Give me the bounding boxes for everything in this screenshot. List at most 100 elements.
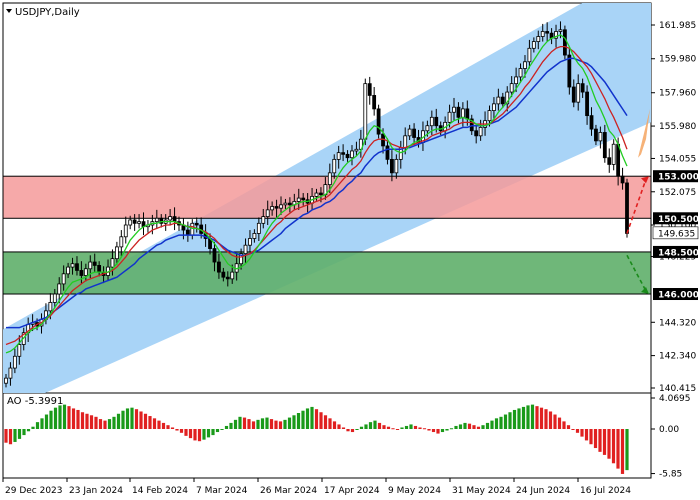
candle-bull bbox=[279, 204, 283, 209]
candle-bear bbox=[456, 106, 461, 118]
ao-bar bbox=[148, 416, 152, 429]
ao-bar bbox=[121, 410, 125, 429]
price-label-bg bbox=[653, 288, 698, 301]
ao-bar bbox=[562, 421, 566, 429]
ao-bar bbox=[202, 429, 206, 440]
candle-bear bbox=[185, 229, 190, 236]
ao-bar bbox=[152, 418, 157, 429]
candle-bull bbox=[61, 273, 66, 285]
candle-bull bbox=[452, 106, 456, 113]
candle-bull bbox=[407, 128, 412, 137]
ao-bar bbox=[391, 428, 395, 430]
y-tick-label: 154.055 bbox=[659, 154, 696, 164]
price-label-bg bbox=[653, 245, 698, 258]
price-axis: 161.985 159.980 157.960 155.980 154.055 152.0… bbox=[651, 21, 696, 394]
ao-histogram bbox=[4, 404, 629, 474]
candle-bull bbox=[363, 83, 368, 140]
symbol-title: USDJPY,Daily bbox=[15, 7, 80, 18]
ao-bar bbox=[539, 407, 544, 429]
candle-bull bbox=[487, 110, 492, 122]
candle-bear bbox=[274, 206, 279, 209]
candle-bear bbox=[465, 108, 470, 120]
ao-bar bbox=[175, 429, 179, 431]
ao-bar bbox=[58, 405, 62, 429]
candle-bull bbox=[283, 202, 288, 206]
ao-bar bbox=[467, 423, 472, 429]
ao-bar bbox=[292, 415, 296, 429]
candle-bull bbox=[168, 216, 173, 221]
ao-bar bbox=[602, 429, 607, 455]
ao-bar bbox=[274, 420, 278, 429]
ao-bar bbox=[278, 421, 283, 429]
ao-bar bbox=[4, 429, 8, 443]
x-tick-label: 29 Dec 2023 bbox=[5, 486, 63, 496]
ao-bar bbox=[67, 406, 71, 429]
price-label-text: 150.500 bbox=[658, 215, 699, 225]
ao-bar bbox=[337, 424, 341, 429]
candle-bull bbox=[514, 76, 519, 85]
candle-bear bbox=[172, 216, 177, 223]
candle-bull bbox=[243, 244, 248, 255]
candle-bull bbox=[598, 132, 603, 142]
ao-bar bbox=[157, 420, 161, 429]
ao-bar bbox=[125, 408, 130, 429]
ao-bar bbox=[314, 409, 319, 429]
x-tick-label: 26 Mar 2024 bbox=[260, 486, 317, 496]
candle-bull bbox=[128, 219, 133, 226]
candle-bull bbox=[496, 96, 501, 105]
ao-bar bbox=[143, 413, 148, 429]
ao-bar bbox=[521, 406, 526, 429]
ao-bar bbox=[422, 428, 427, 430]
ao-bar bbox=[373, 420, 377, 429]
ao-bar bbox=[359, 426, 364, 429]
ao-bar bbox=[463, 422, 467, 429]
ao-bar bbox=[256, 419, 260, 429]
ao-bar bbox=[89, 415, 94, 429]
ao-bar bbox=[557, 417, 562, 429]
y-tick-label: 159.980 bbox=[659, 55, 696, 65]
arrow-up-head bbox=[641, 176, 649, 184]
candle-bear bbox=[132, 219, 137, 224]
ao-bar bbox=[283, 419, 287, 429]
candle-bull bbox=[611, 143, 616, 165]
ao-bar bbox=[431, 429, 436, 433]
candle-bear bbox=[212, 248, 217, 263]
candlestick-series bbox=[4, 21, 629, 388]
candle-bear bbox=[97, 265, 102, 273]
ao-bar bbox=[238, 416, 242, 429]
candle-bear bbox=[372, 95, 377, 110]
ao-bar bbox=[346, 429, 350, 432]
ao-bar bbox=[31, 426, 35, 429]
candle-bull bbox=[66, 266, 70, 275]
ao-bar bbox=[548, 411, 553, 429]
candle-bear bbox=[571, 86, 576, 103]
ao-bar bbox=[17, 429, 22, 439]
ao-bar bbox=[301, 410, 305, 429]
candle-bull bbox=[523, 61, 527, 69]
candle-bear bbox=[194, 222, 199, 226]
ao-bar bbox=[26, 429, 31, 432]
ao-bar bbox=[418, 427, 422, 429]
ao-bar bbox=[22, 429, 26, 436]
candle-bear bbox=[217, 261, 221, 273]
candle-bull bbox=[230, 271, 235, 280]
candle-bear bbox=[589, 115, 594, 130]
candle-bear bbox=[602, 132, 607, 159]
candle-bear bbox=[79, 270, 84, 276]
ao-bar bbox=[247, 419, 251, 429]
ao-bar bbox=[103, 420, 107, 429]
candle-bull bbox=[505, 91, 510, 105]
candle-bull bbox=[478, 127, 483, 137]
ao-bar bbox=[44, 414, 49, 429]
ao-bar bbox=[427, 429, 431, 431]
ao-bar bbox=[589, 429, 593, 445]
ao-tick-label: 0.00 bbox=[659, 425, 679, 435]
ao-bar bbox=[76, 409, 80, 429]
ao-tick-label: 4.0695 bbox=[659, 394, 691, 404]
ao-bar bbox=[517, 408, 521, 429]
price-label-bg bbox=[653, 212, 698, 225]
chart-title: USDJPY,Daily bbox=[6, 7, 80, 18]
y-tick-label: 161.985 bbox=[659, 21, 696, 31]
ao-bar bbox=[107, 419, 112, 429]
ao-bar bbox=[494, 418, 499, 429]
